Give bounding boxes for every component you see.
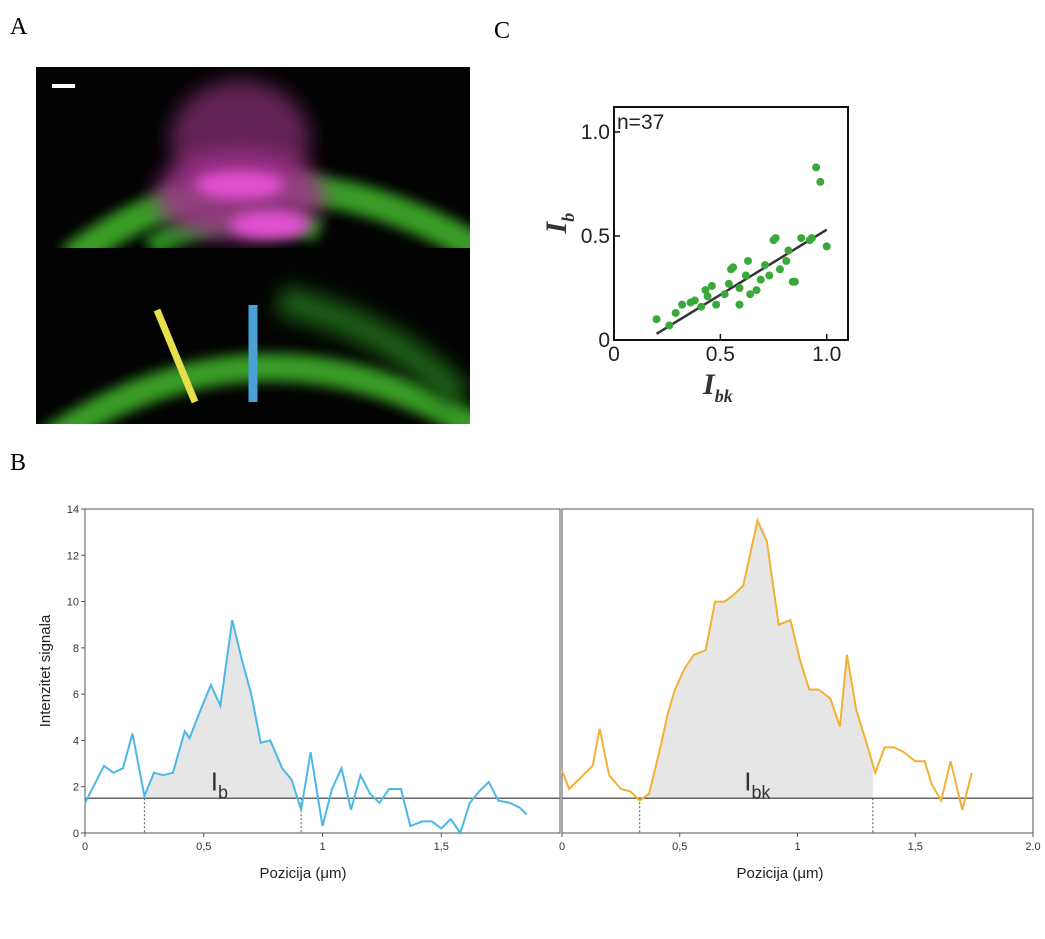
- axis-label: Ib: [540, 213, 578, 235]
- x-tick-label: 0: [608, 343, 620, 366]
- y-tick-label: 12: [67, 550, 79, 562]
- y-tick-label: 14: [67, 504, 79, 516]
- panel-label: A: [10, 14, 28, 40]
- y-axis-label: Intenzitet signala: [37, 614, 54, 727]
- point: [735, 283, 744, 292]
- point: [784, 246, 793, 255]
- point: [752, 286, 761, 295]
- point: [816, 177, 825, 186]
- label-main: I: [540, 221, 573, 235]
- x-tick-label: 1.0: [812, 343, 841, 366]
- point: [724, 279, 733, 288]
- x-axis-label: Pozicija (μm): [260, 865, 347, 882]
- annotation: n=37: [617, 111, 664, 134]
- y-tick-label: 0.5: [581, 225, 610, 248]
- point: [652, 315, 661, 324]
- x-tick-label: 1,5: [434, 841, 449, 853]
- x-tick-label: 1: [794, 841, 800, 853]
- label-main: I: [744, 766, 751, 796]
- point: [671, 308, 680, 317]
- x-tick-label: 0,5: [672, 841, 687, 853]
- point: [782, 256, 791, 265]
- point: [807, 234, 816, 243]
- y-tick-label: 6: [73, 689, 79, 701]
- point: [712, 300, 721, 309]
- point: [812, 163, 821, 172]
- x-tick-label: 0,5: [196, 841, 211, 853]
- fit-line: [655, 228, 828, 335]
- point: [690, 296, 699, 305]
- point: [775, 265, 784, 274]
- point: [756, 275, 765, 284]
- shaded-area: [144, 620, 298, 799]
- y-tick-label: 8: [73, 643, 79, 655]
- axis-label: Ib: [211, 766, 228, 802]
- point: [771, 234, 780, 243]
- point: [701, 286, 710, 295]
- x-tick-label: 1: [319, 841, 325, 853]
- point: [665, 321, 674, 330]
- y-tick-label: 0: [73, 828, 79, 840]
- y-tick-label: 0: [598, 329, 610, 352]
- x-tick-label: 2.0: [1025, 841, 1040, 853]
- micrograph: [36, 67, 470, 424]
- x-axis-label: Pozicija (μm): [737, 865, 824, 882]
- label-sub: bk: [715, 386, 733, 406]
- label-sub: b: [558, 213, 578, 222]
- y-tick-label: 2: [73, 782, 79, 794]
- x-tick-label: 0.5: [706, 343, 735, 366]
- axis-label: Ibk: [702, 368, 733, 406]
- x-tick-label: 0: [82, 841, 88, 853]
- shaded-area: [642, 520, 873, 799]
- point: [761, 261, 770, 270]
- point: [703, 292, 712, 301]
- point: [707, 281, 716, 290]
- label-main: I: [211, 766, 218, 796]
- point: [697, 302, 706, 311]
- y-tick-label: 1.0: [581, 121, 610, 144]
- point: [790, 277, 799, 286]
- y-tick-label: 10: [67, 597, 79, 609]
- plot-frame: [613, 106, 849, 341]
- label-sub: bk: [752, 782, 772, 802]
- point: [741, 271, 750, 280]
- point: [678, 300, 687, 309]
- axis-label: Ibk: [744, 766, 771, 802]
- x-tick-label: 1,5: [908, 841, 923, 853]
- point: [765, 271, 774, 280]
- point: [720, 290, 729, 299]
- label-main: I: [702, 368, 716, 401]
- point: [797, 234, 806, 243]
- line: [561, 517, 973, 811]
- point: [729, 263, 738, 272]
- point: [735, 300, 744, 309]
- line: [84, 619, 528, 836]
- x-tick-label: 0: [559, 841, 565, 853]
- panel-label: B: [10, 450, 26, 476]
- point: [744, 256, 753, 265]
- point: [822, 242, 831, 251]
- y-tick-label: 4: [73, 735, 79, 747]
- point: [746, 290, 755, 299]
- label-sub: b: [218, 782, 228, 802]
- panel-label: C: [494, 18, 510, 44]
